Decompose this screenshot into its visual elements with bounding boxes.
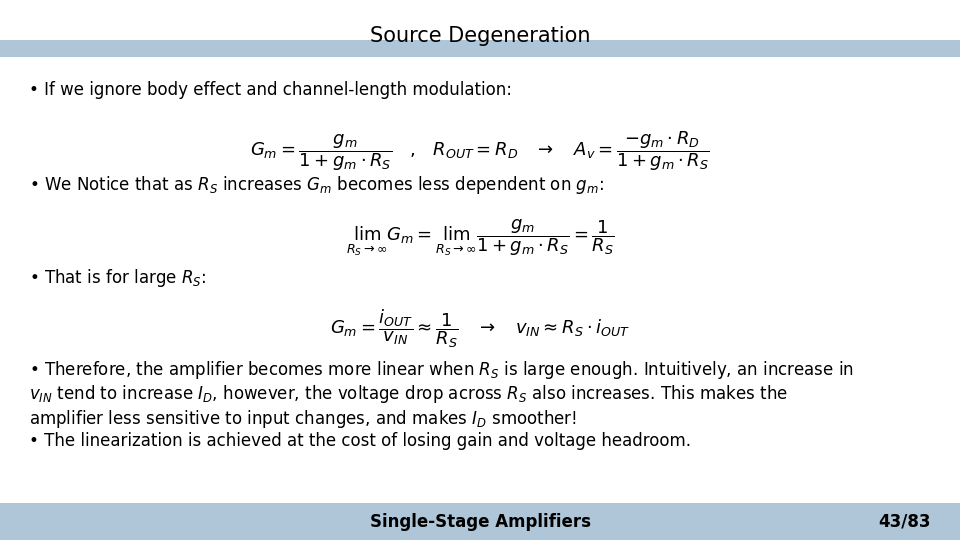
Text: • Therefore, the amplifier becomes more linear when $R_S$ is large enough. Intui: • Therefore, the amplifier becomes more … [29,359,853,381]
Text: $G_m = \dfrac{i_{OUT}}{v_{IN}} \approx \dfrac{1}{R_S}$   $\rightarrow$   $v_{IN}: $G_m = \dfrac{i_{OUT}}{v_{IN}} \approx \… [330,308,630,350]
Text: amplifier less sensitive to input changes, and makes $I_D$ smoother!: amplifier less sensitive to input change… [29,408,577,430]
Bar [0,40,960,57]
Text: • We Notice that as $R_S$ increases $G_m$ becomes less dependent on $g_m$:: • We Notice that as $R_S$ increases $G_m… [29,174,604,196]
Text: $v_{IN}$ tend to increase $I_D$, however, the voltage drop across $R_S$ also inc: $v_{IN}$ tend to increase $I_D$, however… [29,383,788,406]
Text: Single-Stage Amplifiers: Single-Stage Amplifiers [370,512,590,531]
Text: • The linearization is achieved at the cost of losing gain and voltage headroom.: • The linearization is achieved at the c… [29,432,691,450]
Text: 43/83: 43/83 [878,512,931,531]
Text: $G_m = \dfrac{g_m}{1+g_m \cdot R_S}$   ,   $R_{OUT} = R_D$   $\rightarrow$   $A_: $G_m = \dfrac{g_m}{1+g_m \cdot R_S}$ , $… [251,130,709,173]
Text: Source Degeneration: Source Degeneration [370,26,590,46]
Text: • If we ignore body effect and channel-length modulation:: • If we ignore body effect and channel-l… [29,81,512,99]
Bar [0,503,960,540]
Text: • That is for large $R_S$:: • That is for large $R_S$: [29,267,206,289]
Text: $\underset{R_S \to \infty}{\lim} G_m = \underset{R_S \to \infty}{\lim} \dfrac{g_: $\underset{R_S \to \infty}{\lim} G_m = \… [346,217,614,258]
